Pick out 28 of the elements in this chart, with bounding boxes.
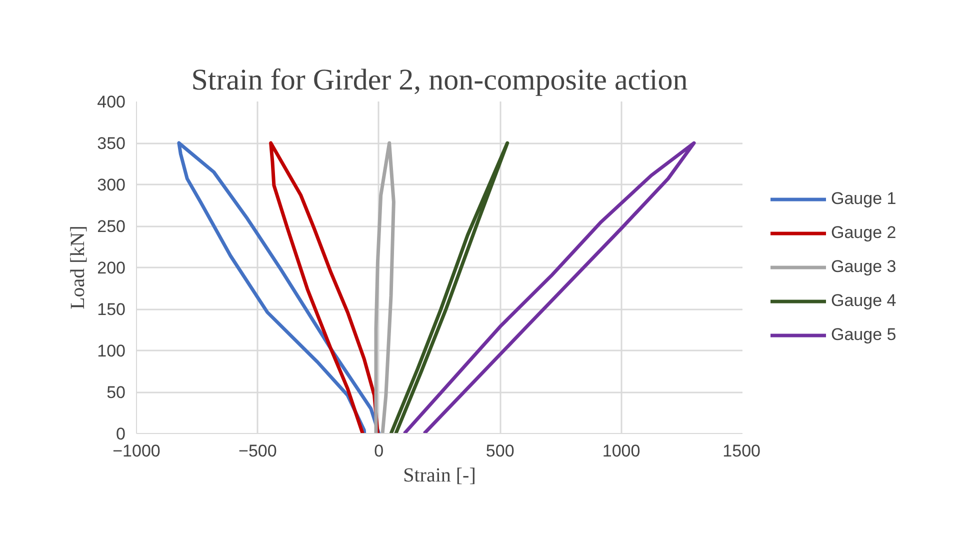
legend-label: Gauge 4 [831,291,896,311]
y-tick-label: 350 [97,134,126,153]
y-tick-label: 400 [97,92,126,112]
y-tick-label: 300 [97,176,126,194]
legend-label: Gauge 1 [831,189,896,209]
x-tick-label: −1000 [112,442,160,460]
line-series [389,141,510,434]
x-axis-title: Strain [-] [403,464,476,486]
legend-label: Gauge 3 [831,257,896,277]
legend-label: Gauge 5 [831,325,896,345]
x-tick-label: 500 [486,442,514,460]
y-tick-label: 250 [97,217,126,236]
x-tick-label: 1500 [722,442,761,460]
chart-title: Strain for Girder 2, non-composite action [191,64,688,96]
line-series [177,141,381,434]
y-tick-label: 50 [106,383,126,402]
x-tick-label: 1000 [602,442,640,460]
y-tick-label: 100 [97,342,126,360]
x-tick-label: 0 [374,442,384,460]
legend-label: Gauge 2 [831,223,896,243]
y-tick-label: 150 [97,300,126,319]
line-series [402,141,696,434]
y-tick-label: 0 [116,424,126,444]
line-series [374,141,396,434]
y-axis-title: Load [kN] [67,226,90,310]
line-series [269,141,380,434]
y-tick-label: 200 [97,258,126,278]
x-tick-label: −500 [238,442,277,460]
